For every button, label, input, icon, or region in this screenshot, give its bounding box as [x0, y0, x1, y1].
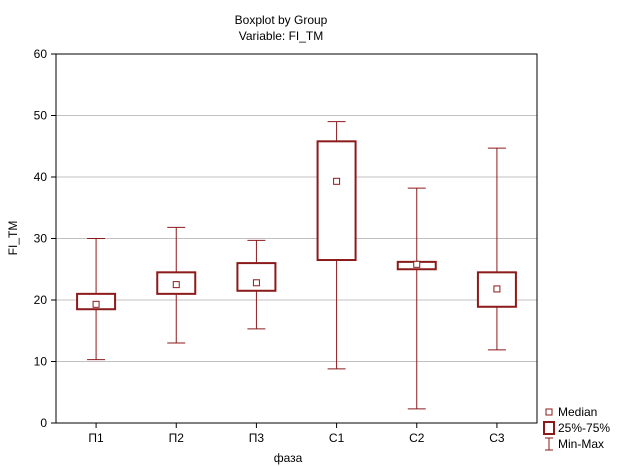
median-marker: [333, 177, 341, 185]
y-axis-label: FI_TM: [6, 221, 20, 256]
y-axis: 0 10 20 30 40 50 60: [34, 47, 56, 430]
box-group: [236, 239, 277, 330]
x-tick-label: С1: [329, 431, 345, 445]
box-group: [396, 187, 437, 410]
median-marker: [252, 279, 260, 287]
iqr-box: [236, 262, 277, 292]
y-tick-label: 10: [34, 355, 48, 369]
median-marker: [172, 281, 180, 289]
y-tick-label: 40: [34, 170, 48, 184]
median-marker: [493, 285, 501, 293]
y-tick-label: 0: [40, 416, 47, 430]
legend-median-icon: [545, 408, 553, 416]
legend-label: Median: [558, 405, 597, 419]
x-tick-label: С3: [489, 431, 505, 445]
box-group: [76, 238, 117, 361]
box-series: [76, 121, 517, 410]
legend: Median 25%-75% Min-Max: [543, 405, 610, 451]
legend-label: 25%-75%: [558, 421, 610, 435]
legend-label: Min-Max: [558, 437, 604, 451]
box-group: [156, 226, 197, 344]
x-tick-label: П3: [249, 431, 265, 445]
iqr-box: [316, 140, 357, 262]
x-tick-label: П1: [88, 431, 104, 445]
legend-box-icon: [543, 421, 555, 435]
median-marker: [92, 300, 100, 308]
x-axis: П1 П2 П3 С1 С2 С3: [88, 423, 505, 445]
y-tick-label: 30: [34, 232, 48, 246]
x-tick-label: С2: [409, 431, 425, 445]
chart-subtitle: Variable: FI_TM: [239, 29, 323, 43]
box-group: [476, 147, 517, 351]
y-tick-label: 60: [34, 47, 48, 61]
x-tick-label: П2: [169, 431, 185, 445]
box-group: [316, 121, 357, 370]
x-axis-label: фаза: [274, 451, 303, 465]
grid-lines: [56, 115, 537, 362]
y-tick-label: 50: [34, 109, 48, 123]
y-tick-label: 20: [34, 293, 48, 307]
median-marker: [413, 260, 421, 268]
chart-title: Boxplot by Group: [235, 13, 328, 27]
